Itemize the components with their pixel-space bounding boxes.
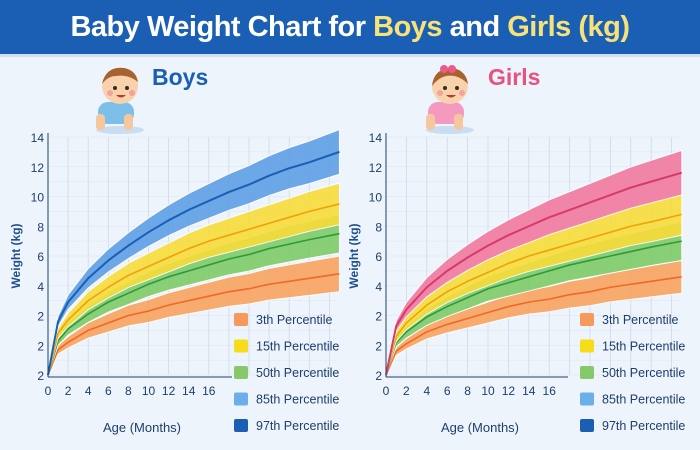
y-tick-label: 10 xyxy=(369,191,383,205)
y-tick-label: 2 xyxy=(37,339,44,353)
x-tick-label: 0 xyxy=(45,384,52,398)
legend-item: 15th Percentile xyxy=(580,339,685,354)
legend-item: 97th Percentile xyxy=(580,419,685,433)
legend-label: 97th Percentile xyxy=(256,419,339,433)
legend-item: 3th Percentile xyxy=(234,313,332,327)
percentile-line-3 xyxy=(385,171,683,376)
legend-swatch xyxy=(580,339,594,353)
legend-swatch xyxy=(234,366,248,379)
percentile-line-1 xyxy=(47,232,340,376)
legend-item: 50th Percentile xyxy=(580,366,685,380)
x-tick-label: 6 xyxy=(105,384,112,398)
x-tick-label: 8 xyxy=(125,384,132,398)
x-tick-label: 16 xyxy=(202,384,216,398)
y-tick-label: 2 xyxy=(375,310,382,324)
legend: 3th Percentile 15th Percentile 50th Percen… xyxy=(234,313,339,433)
legend-swatch xyxy=(234,339,248,353)
legend-item: 3th Percentile xyxy=(580,313,678,327)
y-tick-label: 2 xyxy=(37,369,44,383)
y-axis-label: Weight (kg) xyxy=(347,223,361,288)
legend-item: 97th Percentile xyxy=(234,419,339,433)
y-tick-label: 6 xyxy=(37,250,44,264)
legend-swatch xyxy=(580,313,594,326)
y-tick-label: 4 xyxy=(37,280,44,294)
title-text-and: and xyxy=(442,11,508,43)
x-tick-label: 0 xyxy=(383,384,390,398)
x-tick-label: 12 xyxy=(162,384,176,398)
legend-item: 15th Percentile xyxy=(234,339,339,354)
x-tick-label: 10 xyxy=(142,384,156,398)
legend-item: 50th Percentile xyxy=(234,366,339,380)
girls-panel-title: Girls xyxy=(488,64,541,90)
y-tick-label: 14 xyxy=(31,131,45,145)
y-tick-label: 2 xyxy=(375,369,382,383)
y-tick-label: 10 xyxy=(31,191,45,205)
legend-swatch xyxy=(234,392,248,406)
y-tick-label: 8 xyxy=(37,220,44,234)
x-tick-label: 14 xyxy=(522,384,536,398)
legend-label: 85th Percentile xyxy=(602,393,685,407)
legend-swatch xyxy=(580,419,594,432)
legend-item: 85th Percentile xyxy=(234,392,339,407)
x-axis-label: Age (Months) xyxy=(103,420,181,435)
legend-label: 15th Percentile xyxy=(602,340,685,354)
x-tick-label: 2 xyxy=(403,384,410,398)
y-tick-label: 8 xyxy=(375,220,382,234)
percentile-line-2 xyxy=(385,213,682,376)
legend-label: 50th Percentile xyxy=(602,366,685,380)
boys-panel-title: Boys xyxy=(152,64,209,90)
x-tick-label: 8 xyxy=(464,384,471,398)
x-tick-label: 12 xyxy=(502,384,516,398)
x-tick-label: 4 xyxy=(423,384,430,398)
legend-swatch xyxy=(234,419,248,432)
y-tick-label: 12 xyxy=(31,161,45,175)
percentile-line-2 xyxy=(47,203,340,376)
legend-label: 50th Percentile xyxy=(256,366,339,380)
legend-swatch xyxy=(580,366,594,379)
x-tick-label: 4 xyxy=(85,384,92,398)
x-tick-label: 10 xyxy=(481,384,495,398)
y-tick-label: 14 xyxy=(369,131,383,145)
percentile-line-0 xyxy=(385,276,682,376)
y-tick-label: 2 xyxy=(375,339,382,353)
x-axis-label: Age (Months) xyxy=(441,420,519,435)
legend-label: 15th Percentile xyxy=(256,340,339,354)
legend-label: 3th Percentile xyxy=(256,313,332,327)
title-girls: Girls (kg) xyxy=(507,11,630,43)
y-tick-label: 12 xyxy=(369,161,383,175)
x-tick-label: 2 xyxy=(65,384,72,398)
x-tick-label: 16 xyxy=(543,384,557,398)
legend-swatch xyxy=(234,313,248,326)
y-axis-label: Weight (kg) xyxy=(9,223,23,288)
legend: 3th Percentile 15th Percentile 50th Percen… xyxy=(580,313,685,433)
y-tick-label: 4 xyxy=(375,280,382,294)
percentile-line-3 xyxy=(47,150,340,376)
percentile-line-0 xyxy=(47,273,340,376)
title-text: Baby Weight Chart for xyxy=(70,11,374,43)
legend-swatch xyxy=(580,392,594,406)
title-banner: Baby Weight Chart for Boys and Girls (kg… xyxy=(0,0,700,57)
page-title: Baby Weight Chart for Boys and Girls (kg… xyxy=(70,11,630,43)
baby-boy-illustration xyxy=(96,67,144,134)
x-tick-label: 14 xyxy=(182,384,196,398)
x-tick-label: 6 xyxy=(444,384,451,398)
legend-label: 97th Percentile xyxy=(602,419,685,433)
y-tick-label: 6 xyxy=(375,250,382,264)
baby-girl-illustration xyxy=(426,65,474,134)
title-boys: Boys xyxy=(373,11,443,43)
legend-item: 85th Percentile xyxy=(580,392,685,407)
percentile-line-1 xyxy=(385,240,682,376)
legend-label: 85th Percentile xyxy=(256,393,339,407)
y-tick-label: 2 xyxy=(37,310,44,324)
legend-label: 3th Percentile xyxy=(602,313,678,327)
